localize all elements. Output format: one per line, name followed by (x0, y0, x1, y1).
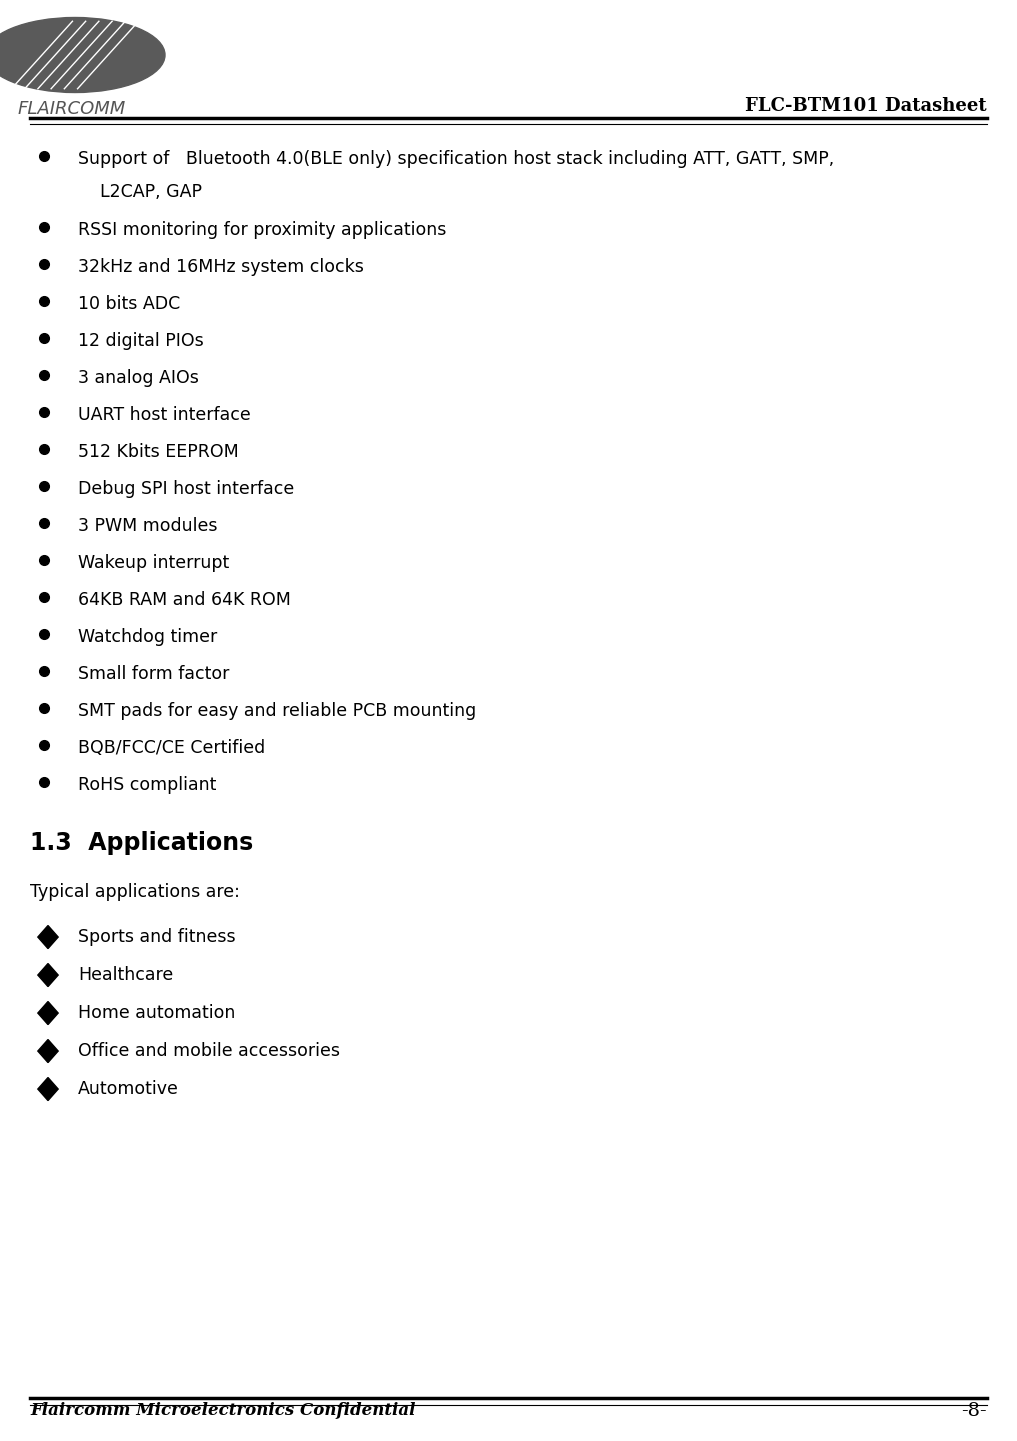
Text: Automotive: Automotive (78, 1081, 179, 1098)
Text: 12 digital PIOs: 12 digital PIOs (78, 333, 203, 350)
Text: Small form factor: Small form factor (78, 666, 230, 683)
Text: -8-: -8- (961, 1402, 988, 1421)
Ellipse shape (0, 17, 165, 92)
Text: 1.3  Applications: 1.3 Applications (29, 831, 253, 856)
Text: Watchdog timer: Watchdog timer (78, 628, 218, 647)
Polygon shape (38, 1001, 58, 1025)
Text: RoHS compliant: RoHS compliant (78, 777, 217, 794)
Text: FLAIRCOMM: FLAIRCOMM (18, 99, 126, 118)
Polygon shape (38, 925, 58, 948)
Polygon shape (38, 1078, 58, 1101)
Text: Healthcare: Healthcare (78, 967, 173, 984)
Text: FLC-BTM101 Datasheet: FLC-BTM101 Datasheet (745, 97, 988, 115)
Text: Typical applications are:: Typical applications are: (29, 883, 240, 902)
Text: RSSI monitoring for proximity applications: RSSI monitoring for proximity applicatio… (78, 222, 446, 239)
Text: 10 bits ADC: 10 bits ADC (78, 295, 180, 313)
Text: 32kHz and 16MHz system clocks: 32kHz and 16MHz system clocks (78, 258, 364, 277)
Text: Support of   Bluetooth 4.0(BLE only) specification host stack including ATT, GAT: Support of Bluetooth 4.0(BLE only) speci… (78, 150, 834, 169)
Text: SMT pads for easy and reliable PCB mounting: SMT pads for easy and reliable PCB mount… (78, 702, 476, 720)
Text: 512 Kbits EEPROM: 512 Kbits EEPROM (78, 444, 239, 461)
Text: Office and mobile accessories: Office and mobile accessories (78, 1042, 340, 1061)
Text: Debug SPI host interface: Debug SPI host interface (78, 480, 294, 499)
Text: 3 PWM modules: 3 PWM modules (78, 517, 218, 536)
Text: 64KB RAM and 64K ROM: 64KB RAM and 64K ROM (78, 591, 291, 610)
Text: Home automation: Home automation (78, 1004, 235, 1023)
Polygon shape (38, 964, 58, 987)
Text: BQB/FCC/CE Certified: BQB/FCC/CE Certified (78, 739, 265, 758)
Polygon shape (38, 1039, 58, 1062)
Text: Sports and fitness: Sports and fitness (78, 928, 236, 947)
Text: Flaircomm Microelectronics Confidential: Flaircomm Microelectronics Confidential (29, 1402, 416, 1419)
Text: UART host interface: UART host interface (78, 406, 251, 425)
Text: 3 analog AIOs: 3 analog AIOs (78, 369, 199, 388)
Text: Wakeup interrupt: Wakeup interrupt (78, 555, 229, 572)
Text: L2CAP, GAP: L2CAP, GAP (78, 183, 202, 200)
